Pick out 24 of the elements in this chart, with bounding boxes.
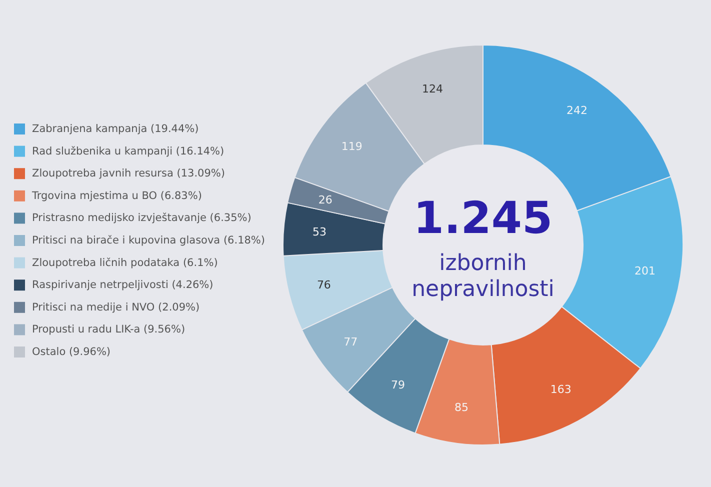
- legend-label: Zloupotreba ličnih podataka (6.1%): [32, 256, 218, 269]
- legend-label: Zabranjena kampanja (19.44%): [32, 123, 199, 135]
- legend-label: Raspirivanje netrpeljivosti (4.26%): [32, 279, 214, 292]
- data-label: 201: [634, 264, 656, 278]
- data-label: 119: [341, 140, 362, 153]
- legend-label: Pritisci na medije i NVO (2.09%): [32, 301, 200, 314]
- text: 1.245: [413, 193, 553, 244]
- text: izbornih nepravilnosti: [412, 251, 554, 302]
- legend-label: Propusti u radu LIK-a (9.56%): [32, 324, 186, 336]
- data-label: 163: [550, 382, 572, 396]
- data-label: 53: [312, 225, 327, 238]
- data-label: 76: [316, 278, 331, 292]
- legend-label: Pritisci na birače i kupovina glasova (6.18%): [32, 234, 266, 246]
- data-label: 79: [390, 378, 405, 392]
- legend-label: Pristrasno medijsko izvještavanje (6.35%): [32, 212, 252, 224]
- data-label: 26: [318, 193, 332, 206]
- legend-label: Zloupotreba javnih resursa (13.09%): [32, 168, 225, 180]
- data-label: 77: [344, 335, 358, 348]
- data-label: 124: [422, 82, 444, 96]
- data-label: 85: [454, 401, 469, 414]
- data-label: 242: [566, 104, 588, 118]
- legend-label: Trgovina mjestima u BO (6.83%): [31, 190, 202, 202]
- legend-label: Rad službenika u kampanji (16.14%): [32, 145, 224, 158]
- legend-label: Ostalo (9.96%): [32, 346, 111, 358]
